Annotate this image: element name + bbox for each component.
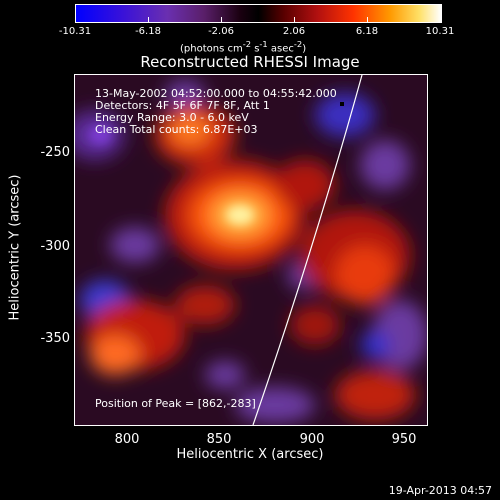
info-energy-range: Energy Range: 3.0 - 6.0 keV xyxy=(95,111,249,124)
footer-date: 19-Apr-2013 04:57 xyxy=(388,484,492,497)
colorbar-tick-mark xyxy=(440,17,441,22)
colorbar-tick-label: 10.31 xyxy=(425,26,455,37)
colorbar-tick-mark xyxy=(367,17,368,22)
x-axis-label: Heliocentric X (arcsec) xyxy=(176,447,324,462)
x-tick-label: 850 xyxy=(206,432,232,447)
solar-limb-line xyxy=(252,75,363,425)
solar-image-plot xyxy=(74,74,428,426)
y-tick-label: -250 xyxy=(40,145,70,160)
y-axis-label: Heliocentric Y (arcsec) xyxy=(7,174,23,321)
colorbar-units: (photons cm-2 s-1 asec-2) xyxy=(180,39,307,55)
peak-position-label: Position of Peak = [862,-283] xyxy=(95,397,256,410)
x-tick-label: 950 xyxy=(391,432,417,447)
colorbar-tick-label: -2.06 xyxy=(208,26,234,37)
colorbar-tick-mark xyxy=(221,17,222,22)
colorbar-tick-mark xyxy=(75,17,76,22)
colorbar-tick-label: -10.31 xyxy=(58,26,92,37)
image-title: Reconstructed RHESSI Image xyxy=(140,53,360,71)
info-detectors: Detectors: 4F 5F 6F 7F 8F, Att 1 xyxy=(95,99,270,112)
solar-image-svg xyxy=(75,75,427,425)
y-tick-label: -300 xyxy=(40,239,70,254)
peak-marker xyxy=(340,102,344,106)
colorbar-tick-mark xyxy=(148,17,149,22)
colorbar xyxy=(75,4,442,23)
info-total-counts: Clean Total counts: 6.87E+03 xyxy=(95,123,258,136)
info-time-range: 13-May-2002 04:52:00.000 to 04:55:42.000 xyxy=(95,87,337,100)
colorbar-tick-label: 2.06 xyxy=(282,26,306,37)
y-tick-label: -350 xyxy=(40,331,70,346)
x-tick-label: 800 xyxy=(114,432,140,447)
x-tick-label: 900 xyxy=(299,432,325,447)
colorbar-tick-mark xyxy=(294,17,295,22)
colorbar-tick-label: -6.18 xyxy=(135,26,161,37)
colorbar-tick-label: 6.18 xyxy=(355,26,379,37)
